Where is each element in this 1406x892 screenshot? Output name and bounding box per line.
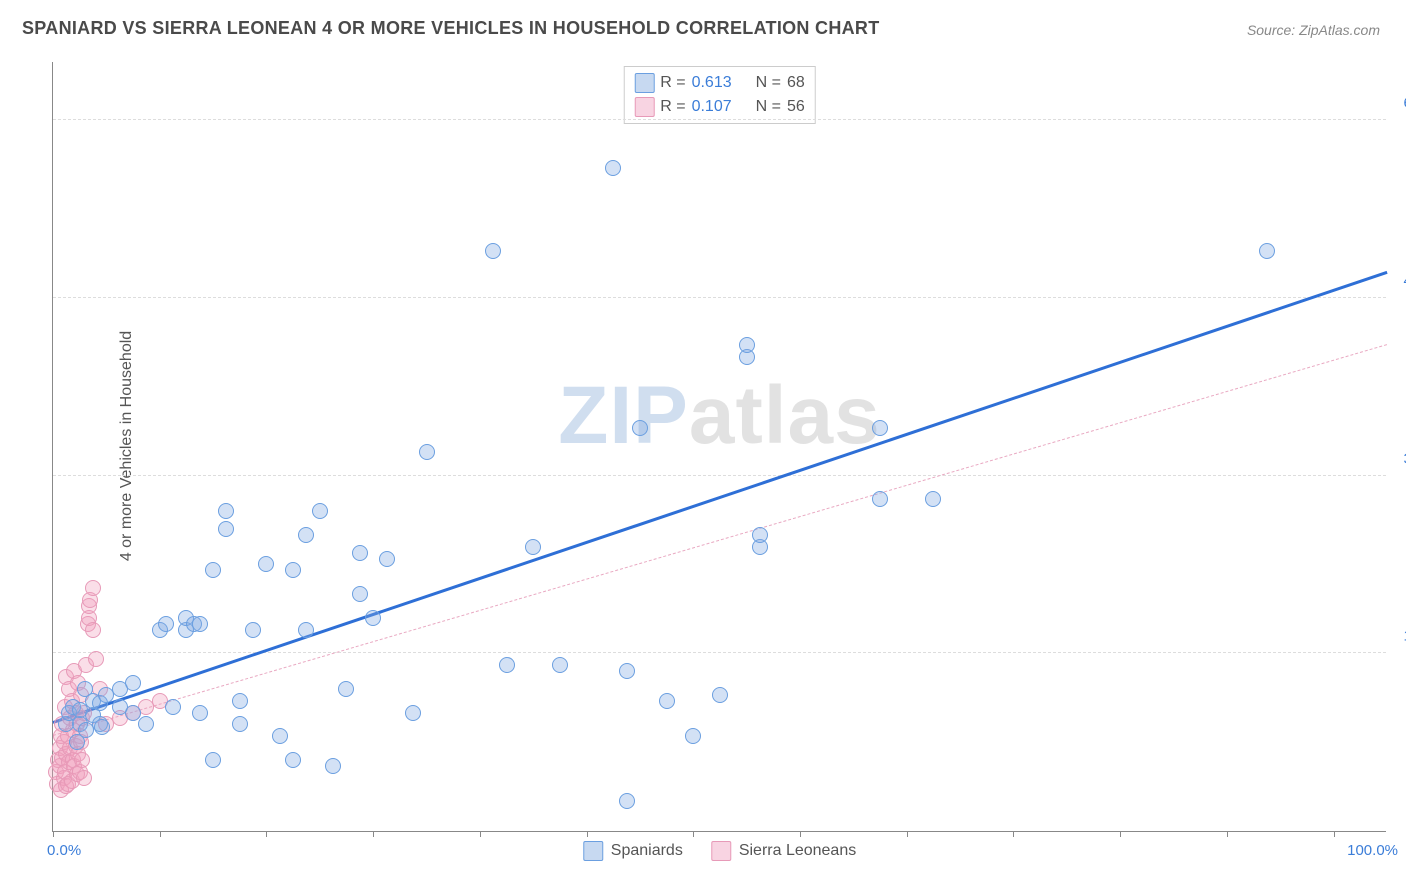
x-tick: [587, 831, 588, 837]
spaniard-point: [218, 521, 234, 537]
watermark-zip: ZIP: [558, 370, 689, 461]
spaniard-point: [659, 693, 675, 709]
spaniard-point: [232, 716, 248, 732]
trend-line: [53, 344, 1387, 736]
x-tick: [693, 831, 694, 837]
series-legend: Spaniards Sierra Leoneans: [583, 841, 856, 861]
r-label: R =: [660, 74, 685, 92]
sierra-leonean-point: [76, 770, 92, 786]
x-min-label: 0.0%: [47, 842, 81, 859]
r-label: R =: [660, 98, 685, 116]
spaniard-point: [485, 243, 501, 259]
spaniard-point: [205, 562, 221, 578]
n-label: N =: [756, 98, 781, 116]
n-value: 56: [787, 98, 805, 116]
spaniard-point: [285, 752, 301, 768]
spaniard-point: [619, 663, 635, 679]
spaniard-point: [125, 705, 141, 721]
spaniard-point: [298, 622, 314, 638]
x-tick: [907, 831, 908, 837]
spaniard-point: [872, 491, 888, 507]
sierra-leonean-point: [74, 752, 90, 768]
series-legend-label: Sierra Leoneans: [739, 842, 856, 860]
spaniard-point: [165, 699, 181, 715]
r-value: 0.107: [692, 98, 732, 116]
spaniard-point: [232, 693, 248, 709]
spaniard-point: [925, 491, 941, 507]
trend-line: [53, 271, 1388, 724]
x-tick: [800, 831, 801, 837]
spaniard-point: [605, 160, 621, 176]
legend-swatch-icon: [711, 841, 731, 861]
legend-swatch-icon: [634, 73, 654, 93]
spaniard-point: [312, 503, 328, 519]
r-value: 0.613: [692, 74, 732, 92]
x-tick: [1227, 831, 1228, 837]
n-value: 68: [787, 74, 805, 92]
spaniard-point: [192, 616, 208, 632]
plot-area: ZIPatlas R =0.613N =68R =0.107N =56 Span…: [52, 62, 1386, 832]
x-tick: [1013, 831, 1014, 837]
sierra-leonean-point: [88, 651, 104, 667]
series-legend-item: Spaniards: [583, 841, 683, 861]
legend-swatch-icon: [634, 97, 654, 117]
spaniard-point: [272, 728, 288, 744]
sierra-leonean-point: [85, 622, 101, 638]
legend-swatch-icon: [583, 841, 603, 861]
chart-title: SPANIARD VS SIERRA LEONEAN 4 OR MORE VEH…: [22, 18, 880, 39]
spaniard-point: [158, 616, 174, 632]
spaniard-point: [205, 752, 221, 768]
stats-legend: R = 0.613 N = 68 R = 0.107 N = 56: [623, 66, 816, 124]
spaniard-point: [419, 444, 435, 460]
spaniard-point: [405, 705, 421, 721]
source-label: Source: ZipAtlas.com: [1247, 22, 1380, 38]
x-tick: [53, 831, 54, 837]
x-tick: [1120, 831, 1121, 837]
spaniard-point: [325, 758, 341, 774]
spaniard-point: [352, 545, 368, 561]
spaniard-point: [365, 610, 381, 626]
spaniard-point: [352, 586, 368, 602]
x-tick: [160, 831, 161, 837]
spaniard-point: [298, 527, 314, 543]
spaniard-point: [338, 681, 354, 697]
spaniard-point: [619, 793, 635, 809]
x-tick: [373, 831, 374, 837]
stats-legend-row: R = 0.107 N = 56: [634, 95, 805, 119]
spaniard-point: [525, 539, 541, 555]
spaniard-point: [379, 551, 395, 567]
spaniard-point: [218, 503, 234, 519]
watermark-atlas: atlas: [689, 370, 881, 461]
watermark: ZIPatlas: [558, 369, 880, 463]
x-tick: [480, 831, 481, 837]
spaniard-point: [245, 622, 261, 638]
spaniard-point: [552, 657, 568, 673]
gridline: [53, 119, 1386, 120]
x-tick: [1334, 831, 1335, 837]
series-legend-label: Spaniards: [611, 842, 683, 860]
spaniard-point: [739, 337, 755, 353]
spaniard-point: [499, 657, 515, 673]
x-max-label: 100.0%: [1347, 842, 1398, 859]
spaniard-point: [192, 705, 208, 721]
sierra-leonean-point: [85, 580, 101, 596]
spaniard-point: [78, 722, 94, 738]
gridline: [53, 475, 1386, 476]
spaniard-point: [712, 687, 728, 703]
spaniard-point: [285, 562, 301, 578]
spaniard-point: [685, 728, 701, 744]
spaniard-point: [94, 719, 110, 735]
spaniard-point: [632, 420, 648, 436]
x-tick: [266, 831, 267, 837]
n-label: N =: [756, 74, 781, 92]
spaniard-point: [258, 556, 274, 572]
spaniard-point: [1259, 243, 1275, 259]
spaniard-point: [872, 420, 888, 436]
spaniard-point: [752, 527, 768, 543]
spaniard-point: [138, 716, 154, 732]
spaniard-point: [125, 675, 141, 691]
stats-legend-row: R = 0.613 N = 68: [634, 71, 805, 95]
series-legend-item: Sierra Leoneans: [711, 841, 856, 861]
gridline: [53, 297, 1386, 298]
